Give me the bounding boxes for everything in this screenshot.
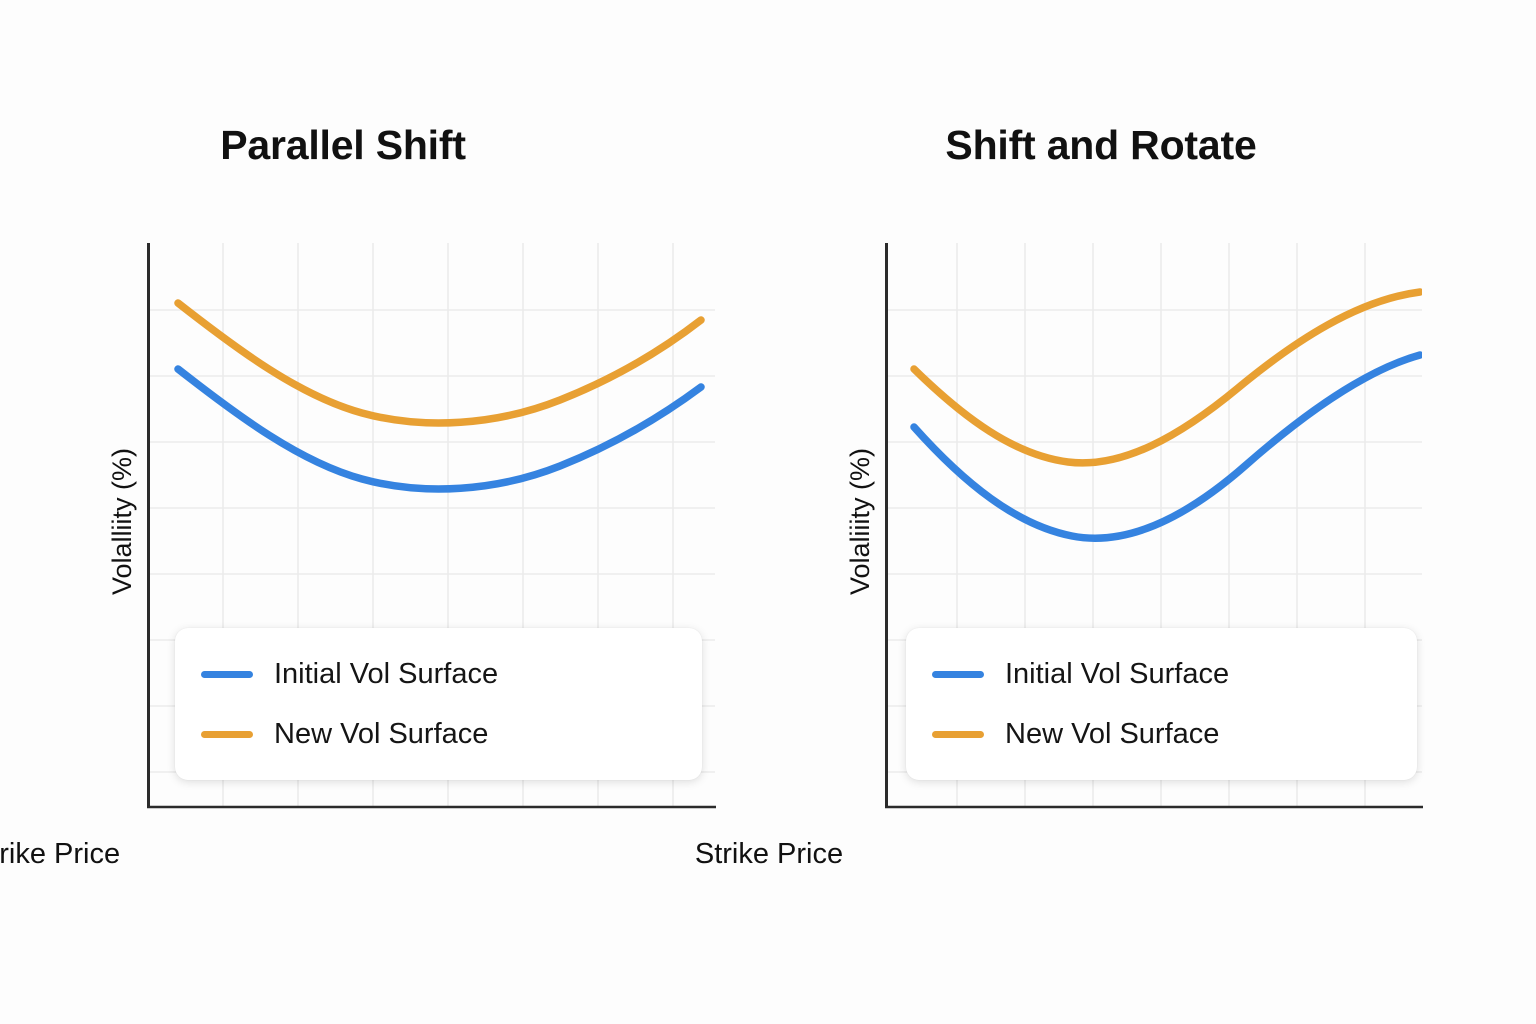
legend[interactable]: Initial Vol Surface New Vol Surface [175,628,702,780]
panel-title: Parallel Shift [220,122,466,168]
legend-item-new-vol-surface[interactable]: New Vol Surface [201,718,672,750]
y-axis-label: Volaliiity (%) [845,447,875,595]
panel-parallel-shift: Parallel Shift [0,122,716,870]
legend-line-icon-initial [932,670,984,678]
legend-item-initial-vol-surface[interactable]: Initial Vol Surface [201,658,672,690]
legend-item-initial-vol-surface[interactable]: Initial Vol Surface [932,658,1387,690]
legend[interactable]: Initial Vol Surface New Vol Surface [906,628,1417,780]
legend-item-new-vol-surface[interactable]: New Vol Surface [932,718,1387,750]
legend-label-initial: Initial Vol Surface [1005,657,1230,690]
legend-line-icon-new [932,730,984,738]
curve-initial-vol-surface [174,365,705,493]
legend-line-icon-new [201,730,253,738]
curve-initial-vol-surface [910,351,1422,542]
legend-label-new: New Vol Surface [274,717,489,750]
curve-new-vol-surface [910,288,1422,467]
legend-label-initial: Initial Vol Surface [274,657,499,690]
panel-title: Shift and Rotate [945,122,1257,168]
x-axis-label: Strike Price [694,838,844,870]
panel-shift-and-rotate: Shift and Rotate [695,0,1536,1024]
x-axis-label: Strike Price [0,838,121,870]
y-axis-label: Volalliity (%) [107,447,137,595]
legend-label-new: New Vol Surface [1005,717,1220,750]
legend-line-icon-initial [201,670,253,678]
curve-new-vol-surface [174,299,705,427]
